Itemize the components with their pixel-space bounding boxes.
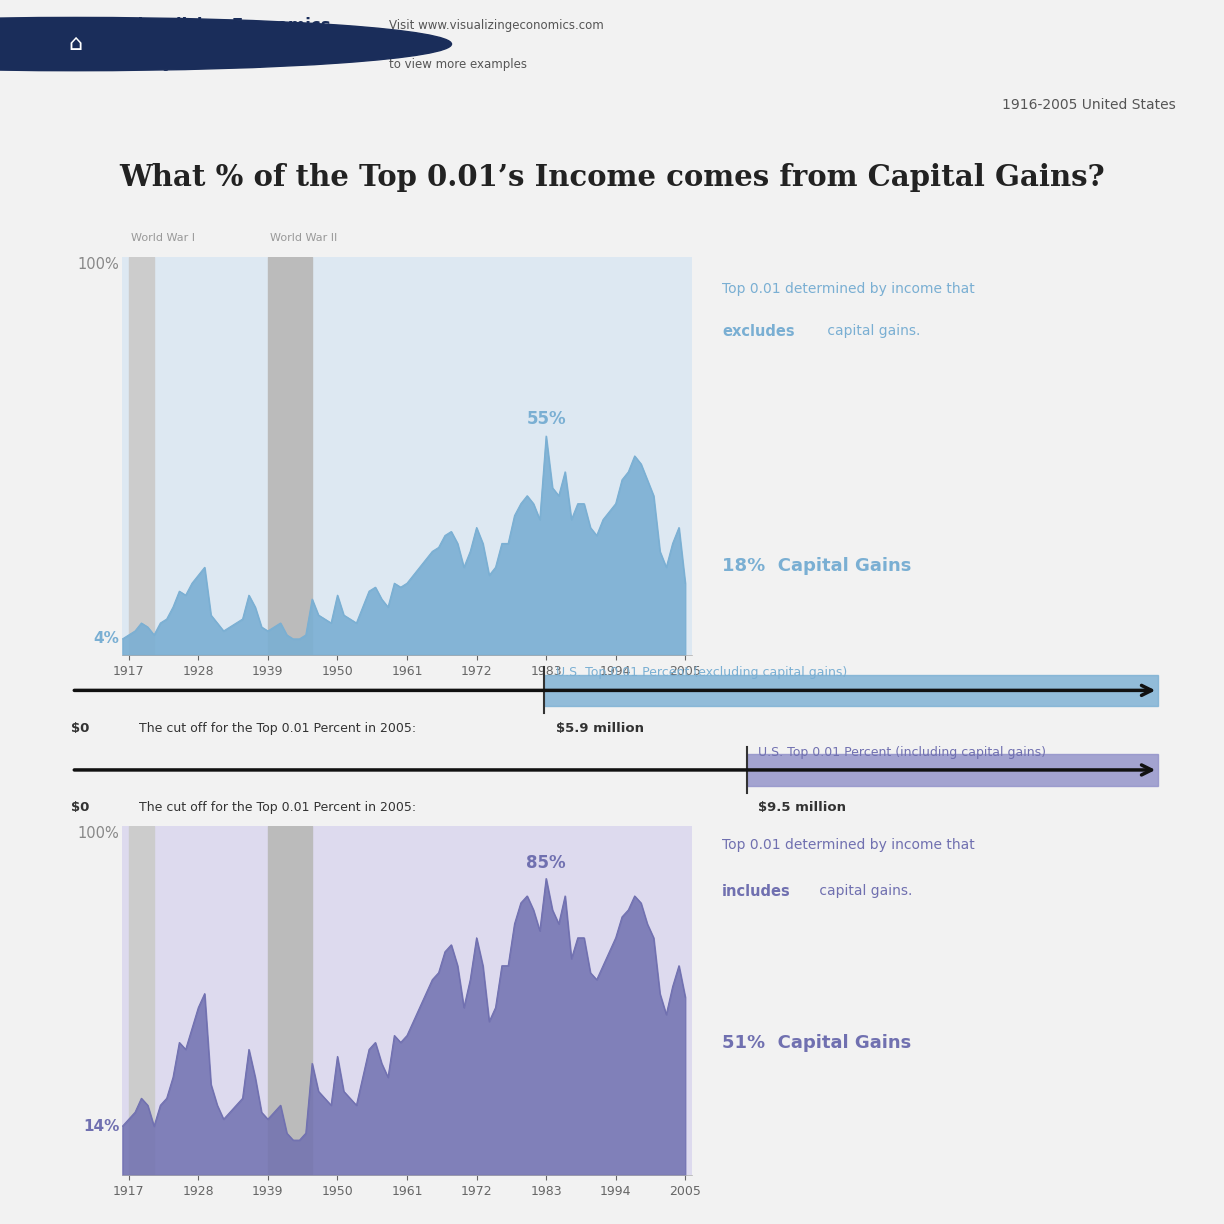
- Text: 18%  Capital Gains: 18% Capital Gains: [722, 557, 912, 575]
- Text: capital gains.: capital gains.: [815, 884, 913, 897]
- Bar: [545, 674, 1158, 706]
- Text: 4%: 4%: [94, 632, 120, 646]
- Text: Top 0.01 determined by income that: Top 0.01 determined by income that: [722, 282, 974, 295]
- Bar: [268, 826, 312, 1175]
- Text: 100%: 100%: [78, 257, 120, 272]
- Text: includes: includes: [722, 884, 791, 898]
- Text: $9.5 million: $9.5 million: [759, 802, 846, 814]
- Text: to view more examples: to view more examples: [389, 59, 528, 71]
- Text: 14%: 14%: [83, 1119, 120, 1133]
- Text: 51%  Capital Gains: 51% Capital Gains: [722, 1034, 912, 1053]
- Text: $0: $0: [71, 802, 89, 814]
- Bar: [129, 257, 154, 655]
- Text: U.S. Top 0.01 Percent (including capital gains): U.S. Top 0.01 Percent (including capital…: [759, 745, 1047, 759]
- Text: Invisible Hand: Invisible Hand: [160, 59, 248, 71]
- Text: 85%: 85%: [526, 853, 565, 871]
- Text: World War I: World War I: [131, 233, 195, 244]
- Text: Making the: Making the: [125, 59, 198, 71]
- Text: $5.9 million: $5.9 million: [556, 722, 644, 734]
- Text: excludes: excludes: [722, 324, 794, 339]
- Text: Visualizing Economics: Visualizing Economics: [125, 17, 330, 34]
- Text: 55%: 55%: [526, 410, 565, 428]
- Text: The cut off for the Top 0.01 Percent in 2005:: The cut off for the Top 0.01 Percent in …: [140, 722, 416, 734]
- Text: Top 0.01 determined by income that: Top 0.01 determined by income that: [722, 838, 974, 852]
- Bar: [129, 826, 154, 1175]
- Text: Visit www.visualizingeconomics.com: Visit www.visualizingeconomics.com: [389, 20, 603, 32]
- Text: Visible: Visible: [217, 59, 262, 71]
- Text: 100%: 100%: [78, 826, 120, 841]
- Circle shape: [0, 17, 452, 71]
- Text: capital gains.: capital gains.: [823, 324, 920, 338]
- Text: ⌂: ⌂: [69, 34, 82, 54]
- Text: World War II: World War II: [269, 233, 337, 244]
- Text: 1916-2005 United States: 1916-2005 United States: [1002, 98, 1176, 113]
- Bar: [747, 754, 1158, 786]
- Text: The cut off for the Top 0.01 Percent in 2005:: The cut off for the Top 0.01 Percent in …: [140, 802, 416, 814]
- Text: What % of the Top 0.01’s Income comes from Capital Gains?: What % of the Top 0.01’s Income comes fr…: [119, 164, 1105, 192]
- Bar: [268, 257, 312, 655]
- Text: U.S. Top 0.01 Percent (excluding capital gains): U.S. Top 0.01 Percent (excluding capital…: [556, 666, 847, 679]
- Text: $0: $0: [71, 722, 89, 734]
